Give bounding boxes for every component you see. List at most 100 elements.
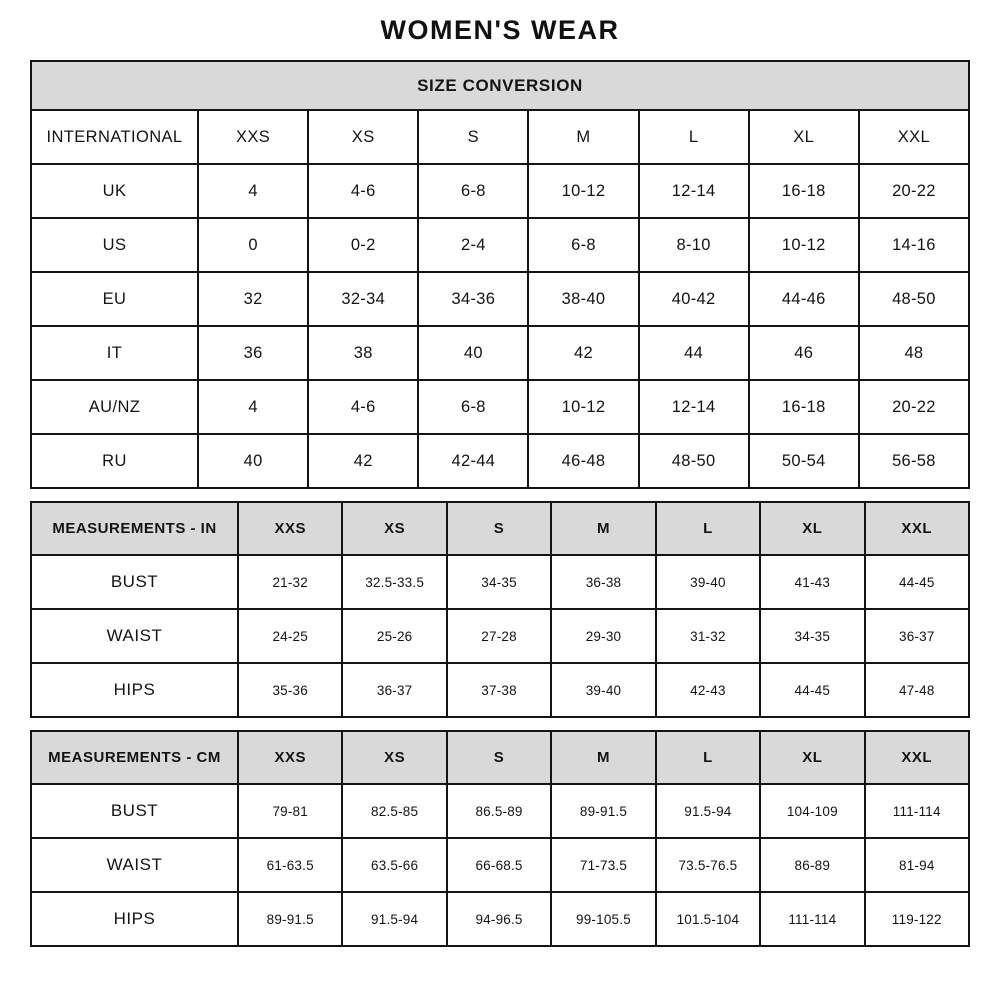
measurements-in-cell: 47-48 [863, 662, 971, 718]
size-conversion-cell: 42-44 [417, 433, 530, 489]
measurements-cm-cell: 86.5-89 [445, 783, 553, 839]
measurements-in-col-header: XXL [863, 501, 971, 556]
measurements-cm-cell: 91.5-94 [341, 891, 448, 947]
page-title: WOMEN'S WEAR [380, 15, 620, 45]
measurements-cm-cell: 101.5-104 [654, 891, 762, 947]
measurements-in-table: MEASUREMENTS - IN XXS XS S M L XL XXL BUST 21-3… [30, 501, 971, 718]
measurements-cm-col-header: L [654, 730, 762, 785]
measurements-cm-table: MEASUREMENTS - CM XXS XS S M L XL XXL BUST 79-8… [30, 730, 971, 947]
measurements-in-cell: 44-45 [863, 554, 971, 610]
measurements-in-col-header: M [550, 501, 657, 556]
measurements-in-cell: 21-32 [236, 554, 344, 610]
measurements-cm-cell: 89-91.5 [236, 891, 344, 947]
measurements-in-cell: 36-37 [341, 662, 448, 718]
size-conversion-row: RU 40 42 42-44 46-48 48-50 50-54 56-58 [30, 433, 971, 489]
measurements-cm-cell: 94-96.5 [445, 891, 553, 947]
size-conversion-row: AU/NZ 4 4-6 6-8 10-12 12-14 16-18 20-22 [30, 379, 971, 435]
size-conversion-cell: 50-54 [747, 433, 860, 489]
measurements-cm-row: BUST 79-81 82.5-85 86.5-89 89-91.5 91.5-94 104… [30, 783, 971, 839]
measurements-in-cell: 34-35 [759, 608, 866, 664]
measurements-cm-cell: 99-105.5 [550, 891, 657, 947]
size-conversion-cell: 56-58 [857, 433, 971, 489]
size-conversion-cell: 48-50 [637, 433, 750, 489]
size-conversion-cell: 36 [196, 325, 310, 381]
size-conversion-row-label: UK [30, 163, 199, 219]
size-conversion-cell: 16-18 [747, 163, 860, 219]
measurements-cm-title: MEASUREMENTS - CM [30, 730, 239, 785]
measurements-in-cell: 34-35 [445, 554, 553, 610]
size-conversion-col-header: XS [307, 109, 420, 165]
size-conversion-cell: 38 [307, 325, 420, 381]
measurements-in-col-header: XS [341, 501, 448, 556]
measurements-in-row-label: HIPS [30, 662, 239, 718]
size-conversion-cell: 6-8 [417, 163, 530, 219]
measurements-in-row-label: WAIST [30, 608, 239, 664]
size-conversion-cell: 48 [857, 325, 971, 381]
size-conversion-cell: 4-6 [307, 379, 420, 435]
measurements-in-cell: 42-43 [654, 662, 762, 718]
measurements-in-columns-row: MEASUREMENTS - IN XXS XS S M L XL XXL [30, 501, 971, 556]
size-conversion-col-header: M [527, 109, 640, 165]
size-conversion-cell: 42 [527, 325, 640, 381]
size-conversion-row-label: EU [30, 271, 199, 327]
size-conversion-cell: 44-46 [747, 271, 860, 327]
size-conversion-cell: 46 [747, 325, 860, 381]
measurements-in-cell: 31-32 [654, 608, 762, 664]
size-conversion-cell: 6-8 [417, 379, 530, 435]
measurements-in-cell: 32.5-33.5 [341, 554, 448, 610]
size-conversion-cell: 0 [196, 217, 310, 273]
measurements-in-row: BUST 21-32 32.5-33.5 34-35 36-38 39-40 41-43 44… [30, 554, 971, 610]
measurements-cm-cell: 63.5-66 [341, 837, 448, 893]
size-conversion-cell: 32-34 [307, 271, 420, 327]
measurements-cm-row-label: HIPS [30, 891, 239, 947]
size-conversion-cell: 40 [417, 325, 530, 381]
measurements-in-row: HIPS 35-36 36-37 37-38 39-40 42-43 44-45 47-48 [30, 662, 971, 718]
measurements-in-row-label: BUST [30, 554, 239, 610]
size-conversion-cell: 4 [196, 163, 310, 219]
size-conversion-row: US 0 0-2 2-4 6-8 8-10 10-12 14-16 [30, 217, 971, 273]
size-conversion-row-label: IT [30, 325, 199, 381]
measurements-in-cell: 41-43 [759, 554, 866, 610]
measurements-cm-cell: 66-68.5 [445, 837, 553, 893]
size-conversion-cell: 46-48 [527, 433, 640, 489]
measurements-cm-row-label: BUST [30, 783, 239, 839]
size-conversion-cell: 12-14 [637, 163, 750, 219]
size-conversion-cell: 32 [196, 271, 310, 327]
size-conversion-cell: 16-18 [747, 379, 860, 435]
measurements-in-cell: 36-38 [550, 554, 657, 610]
measurements-in-cell: 37-38 [445, 662, 553, 718]
measurements-cm-row-label: WAIST [30, 837, 239, 893]
size-conversion-row-label: US [30, 217, 199, 273]
measurements-in-cell: 39-40 [550, 662, 657, 718]
measurements-in-cell: 25-26 [341, 608, 448, 664]
measurements-cm-cell: 81-94 [863, 837, 971, 893]
measurements-cm-cell: 91.5-94 [654, 783, 762, 839]
measurements-cm-cell: 111-114 [759, 891, 866, 947]
measurements-cm-cell: 111-114 [863, 783, 971, 839]
measurements-in-col-header: XL [759, 501, 866, 556]
measurements-cm-cell: 73.5-76.5 [654, 837, 762, 893]
measurements-in-title: MEASUREMENTS - IN [30, 501, 239, 556]
size-conversion-cell: 12-14 [637, 379, 750, 435]
measurements-cm-cell: 89-91.5 [550, 783, 657, 839]
measurements-cm-col-header: XXS [236, 730, 344, 785]
measurements-in-cell: 35-36 [236, 662, 344, 718]
measurements-cm-row: HIPS 89-91.5 91.5-94 94-96.5 99-105.5 101.5-1… [30, 891, 971, 947]
size-conversion-col-header: XXS [196, 109, 310, 165]
size-conversion-cell: 8-10 [637, 217, 750, 273]
size-conversion-cell: 10-12 [527, 379, 640, 435]
size-conversion-cell: 2-4 [417, 217, 530, 273]
size-conversion-cell: 38-40 [527, 271, 640, 327]
measurements-cm-cell: 82.5-85 [341, 783, 448, 839]
measurements-cm-col-header: M [550, 730, 657, 785]
measurements-cm-col-header: XL [759, 730, 866, 785]
measurements-cm-cell: 86-89 [759, 837, 866, 893]
size-conversion-row: UK 4 4-6 6-8 10-12 12-14 16-18 20-22 [30, 163, 971, 219]
measurements-in-col-header: XXS [236, 501, 344, 556]
size-conversion-row-label: RU [30, 433, 199, 489]
size-conversion-cell: 4 [196, 379, 310, 435]
size-conversion-cell: 14-16 [857, 217, 971, 273]
measurements-cm-columns-row: MEASUREMENTS - CM XXS XS S M L XL XXL [30, 730, 971, 785]
size-conversion-cell: 10-12 [527, 163, 640, 219]
